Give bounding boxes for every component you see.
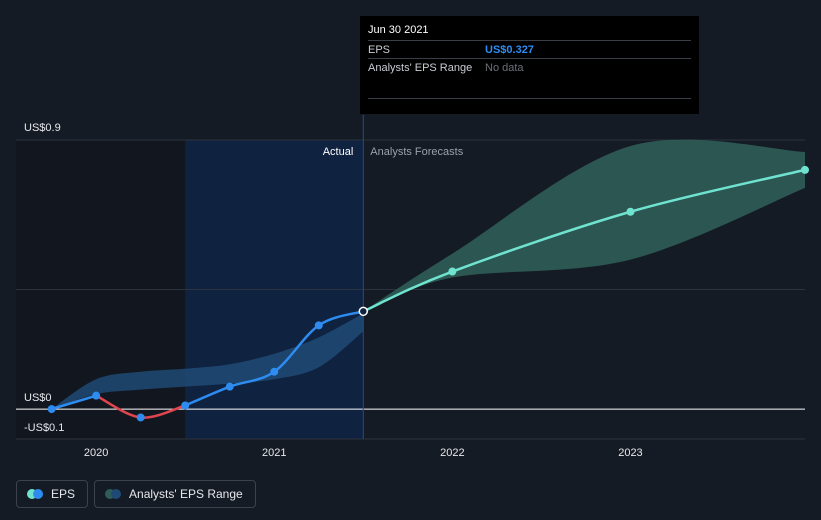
tooltip-eps-label: EPS bbox=[368, 43, 391, 56]
tooltip-range-row: Analysts' EPS Range No data bbox=[368, 58, 691, 76]
eps-data-point[interactable] bbox=[225, 382, 234, 391]
eps-data-point[interactable] bbox=[270, 367, 279, 376]
eps-data-point[interactable] bbox=[358, 306, 369, 317]
legend-range-toggle[interactable]: Analysts' EPS Range bbox=[94, 480, 256, 508]
legend-range-label: Analysts' EPS Range bbox=[129, 487, 243, 501]
tooltip-divider bbox=[368, 98, 691, 99]
x-tick-label: 2023 bbox=[618, 447, 642, 459]
eps-data-point[interactable] bbox=[314, 321, 323, 330]
tooltip-range-value: No data bbox=[485, 61, 524, 74]
y-tick-label-zero: US$0 bbox=[24, 392, 52, 404]
data-tooltip: Jun 30 2021 EPS US$0.327 Analysts' EPS R… bbox=[360, 16, 699, 114]
eps-forecast-line bbox=[362, 168, 806, 313]
x-tick-label: 2022 bbox=[440, 447, 464, 459]
eps-data-point[interactable] bbox=[92, 391, 101, 400]
x-tick-label: 2021 bbox=[262, 447, 286, 459]
eps-forecast-point[interactable] bbox=[801, 165, 809, 174]
eps-forecast-point[interactable] bbox=[626, 207, 635, 216]
y-tick-label-negative: -US$0.1 bbox=[24, 422, 64, 434]
actual-label: Actual bbox=[323, 146, 354, 158]
points-layer bbox=[47, 165, 809, 422]
tooltip-date: Jun 30 2021 bbox=[368, 24, 429, 36]
eps-forecast-point[interactable] bbox=[448, 267, 457, 276]
range-legend-icon bbox=[105, 489, 122, 499]
tooltip-eps-row: EPS US$0.327 bbox=[368, 40, 691, 58]
analyst-range-band-actual bbox=[51, 313, 364, 410]
legend-eps-toggle[interactable]: EPS bbox=[16, 480, 89, 508]
x-tick-label: 2020 bbox=[84, 447, 108, 459]
tooltip-eps-value: US$0.327 bbox=[485, 43, 534, 56]
chart-legend: EPS Analysts' EPS Range bbox=[16, 480, 256, 508]
eps-data-point[interactable] bbox=[47, 405, 56, 414]
eps-data-point[interactable] bbox=[136, 413, 145, 422]
eps-legend-icon bbox=[27, 489, 43, 499]
legend-eps-label: EPS bbox=[51, 487, 76, 501]
y-tick-label-top: US$0.9 bbox=[24, 122, 61, 134]
tooltip-range-label: Analysts' EPS Range bbox=[368, 61, 473, 74]
eps-data-point[interactable] bbox=[181, 401, 190, 410]
forecast-label: Analysts Forecasts bbox=[370, 146, 463, 158]
